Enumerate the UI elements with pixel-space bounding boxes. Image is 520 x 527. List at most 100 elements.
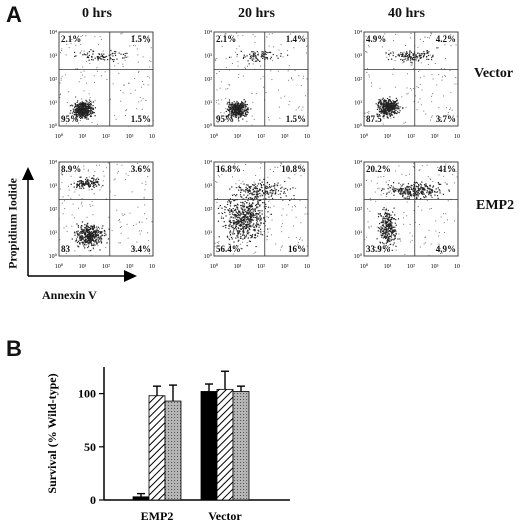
dot-plot: 10⁰ 10⁰ 10¹ 10¹ 10² 10² 10³ 10³ 10⁴ 10⁴ 8.9% 3.6% 83…: [45, 160, 155, 270]
x-tick-label: 10¹: [79, 134, 87, 140]
y-tick-label: 10²: [204, 77, 212, 83]
quadrant-percent-ul: 2.1%: [61, 34, 82, 44]
x-tick-label: 10²: [257, 264, 265, 270]
x-tick-label: 10¹: [384, 264, 392, 270]
quadrant-percent-ur: 3.6%: [130, 164, 151, 174]
x-tick-label: 10⁴: [149, 134, 155, 140]
x-tick-label: 10¹: [384, 134, 392, 140]
x-tick-label: 10⁰: [210, 133, 219, 140]
quadrant-percent-ul: 2.1%: [216, 34, 237, 44]
quadrant-percent-ur: 41%: [438, 164, 456, 174]
y-tick-label: 10²: [204, 207, 212, 213]
category-label: EMP2: [141, 509, 174, 523]
quadrant-percent-ur: 1.4%: [285, 34, 306, 44]
row-label-emp2: EMP2: [476, 198, 515, 213]
survival-bar-chart: 0 50 100 Survival (% Wild-type) EMP2 Vector: [45, 367, 290, 523]
quadrant-percent-ul: 16.8%: [216, 164, 241, 174]
y-tick-label: 10²: [49, 207, 57, 213]
y-tick-label: 10¹: [49, 101, 57, 107]
y-tick-label: 10⁰: [49, 123, 58, 130]
x-tick-label: 10¹: [234, 264, 242, 270]
quadrant-percent-lr: 16%: [288, 244, 306, 254]
y-tick-label: 10⁴: [204, 160, 212, 166]
y-tick-label: 10⁴: [49, 30, 57, 36]
y-tick-label: 10³: [204, 184, 212, 190]
y-tick-label: 0: [90, 493, 96, 507]
x-tick-label: 10⁰: [360, 133, 369, 140]
x-tick-label: 10³: [126, 134, 134, 140]
y-tick-label: 10⁴: [204, 30, 212, 36]
quadrant-percent-lr: 4.9%: [435, 244, 456, 254]
x-tick-label: 10⁰: [55, 263, 64, 270]
y-tick-label: 10⁰: [354, 253, 363, 260]
bar: [164, 400, 182, 501]
quadrant-percent-ur: 10.8%: [281, 164, 306, 174]
x-tick-label: 10⁰: [210, 263, 219, 270]
panel-b-label: B: [6, 336, 22, 361]
x-tick-label: 10²: [257, 134, 265, 140]
y-tick-label: 10⁰: [204, 253, 213, 260]
quadrant-percent-ll: 56.4%: [216, 244, 241, 254]
row-label-vector: Vector: [474, 66, 514, 81]
y-tick-label: 10⁴: [49, 160, 57, 166]
x-tick-label: 10²: [102, 264, 110, 270]
x-tick-label: 10³: [126, 264, 134, 270]
y-tick-label: 10³: [354, 184, 362, 190]
quadrant-percent-ll: 95%: [216, 114, 234, 124]
y-tick-label: 100: [78, 387, 96, 401]
y-tick-label: 10³: [49, 184, 57, 190]
quadrant-percent-ul: 4.9%: [366, 34, 387, 44]
x-tick-label: 10⁴: [304, 134, 310, 140]
dot-plot: 10⁰ 10⁰ 10¹ 10¹ 10² 10² 10³ 10³ 10⁴ 10⁴ 16.8% 10.8%…: [200, 160, 310, 270]
time-label-0h: 0 hrs: [82, 6, 112, 21]
quadrant-percent-ll: 33.9%: [366, 244, 391, 254]
y-tick-label: 10⁴: [354, 160, 362, 166]
dot-plot: 10⁰ 10⁰ 10¹ 10¹ 10² 10² 10³ 10³ 10⁴ 10⁴ 2.1% 1.4% 95…: [200, 30, 310, 140]
x-tick-label: 10¹: [234, 134, 242, 140]
y-tick-label: 10¹: [49, 231, 57, 237]
x-tick-label: 10²: [102, 134, 110, 140]
y-tick-label: 10⁰: [204, 123, 213, 130]
x-tick-label: 10⁴: [149, 264, 155, 270]
y-tick-label: 10¹: [354, 231, 362, 237]
quadrant-percent-ll: 83: [61, 244, 70, 254]
dot-plot: 10⁰ 10⁰ 10¹ 10¹ 10² 10² 10³ 10³ 10⁴ 10⁴ 2.1% 1.5% 95…: [45, 30, 155, 140]
y-tick-label: 10³: [204, 54, 212, 60]
quadrant-percent-lr: 3.7%: [435, 114, 456, 124]
quadrant-percent-lr: 3.4%: [130, 244, 151, 254]
x-tick-label: 10³: [431, 264, 439, 270]
x-tick-label: 10¹: [79, 264, 87, 270]
y-axis-label: Survival (% Wild-type): [45, 373, 59, 493]
x-tick-label: 10⁴: [454, 134, 460, 140]
x-tick-label: 10⁴: [304, 264, 310, 270]
x-tick-label: 10²: [407, 134, 415, 140]
y-tick-label: 10³: [354, 54, 362, 60]
quadrant-percent-ul: 20.2%: [366, 164, 391, 174]
y-tick-label: 10⁰: [354, 123, 363, 130]
y-tick-label: 10⁴: [354, 30, 362, 36]
x-tick-label: 10³: [281, 134, 289, 140]
bar: [200, 391, 218, 501]
bar: [132, 496, 150, 501]
quadrant-percent-ur: 1.5%: [130, 34, 151, 44]
y-tick-label: 10¹: [204, 101, 212, 107]
x-tick-label: 10³: [431, 134, 439, 140]
y-tick-label: 10²: [49, 77, 57, 83]
y-tick-label: 10⁰: [49, 253, 58, 260]
quadrant-percent-ul: 8.9%: [61, 164, 82, 174]
bar: [148, 395, 166, 501]
time-label-20h: 20 hrs: [238, 6, 275, 21]
x-tick-label: 10³: [281, 264, 289, 270]
quadrant-percent-ll: 95%: [61, 114, 79, 124]
x-tick-label: 10⁴: [454, 264, 460, 270]
y-tick-label: 10²: [354, 77, 362, 83]
bar: [216, 388, 234, 501]
quadrant-percent-ll: 87.5: [366, 114, 382, 124]
x-tick-label: 10⁰: [360, 263, 369, 270]
x-tick-label: 10²: [407, 264, 415, 270]
y-tick-label: 10¹: [354, 101, 362, 107]
y-axis-label-propidium-iodide: Propidium Iodide: [5, 178, 20, 269]
time-label-40h: 40 hrs: [388, 6, 425, 21]
y-tick-label: 10¹: [204, 231, 212, 237]
category-label: Vector: [208, 509, 242, 523]
